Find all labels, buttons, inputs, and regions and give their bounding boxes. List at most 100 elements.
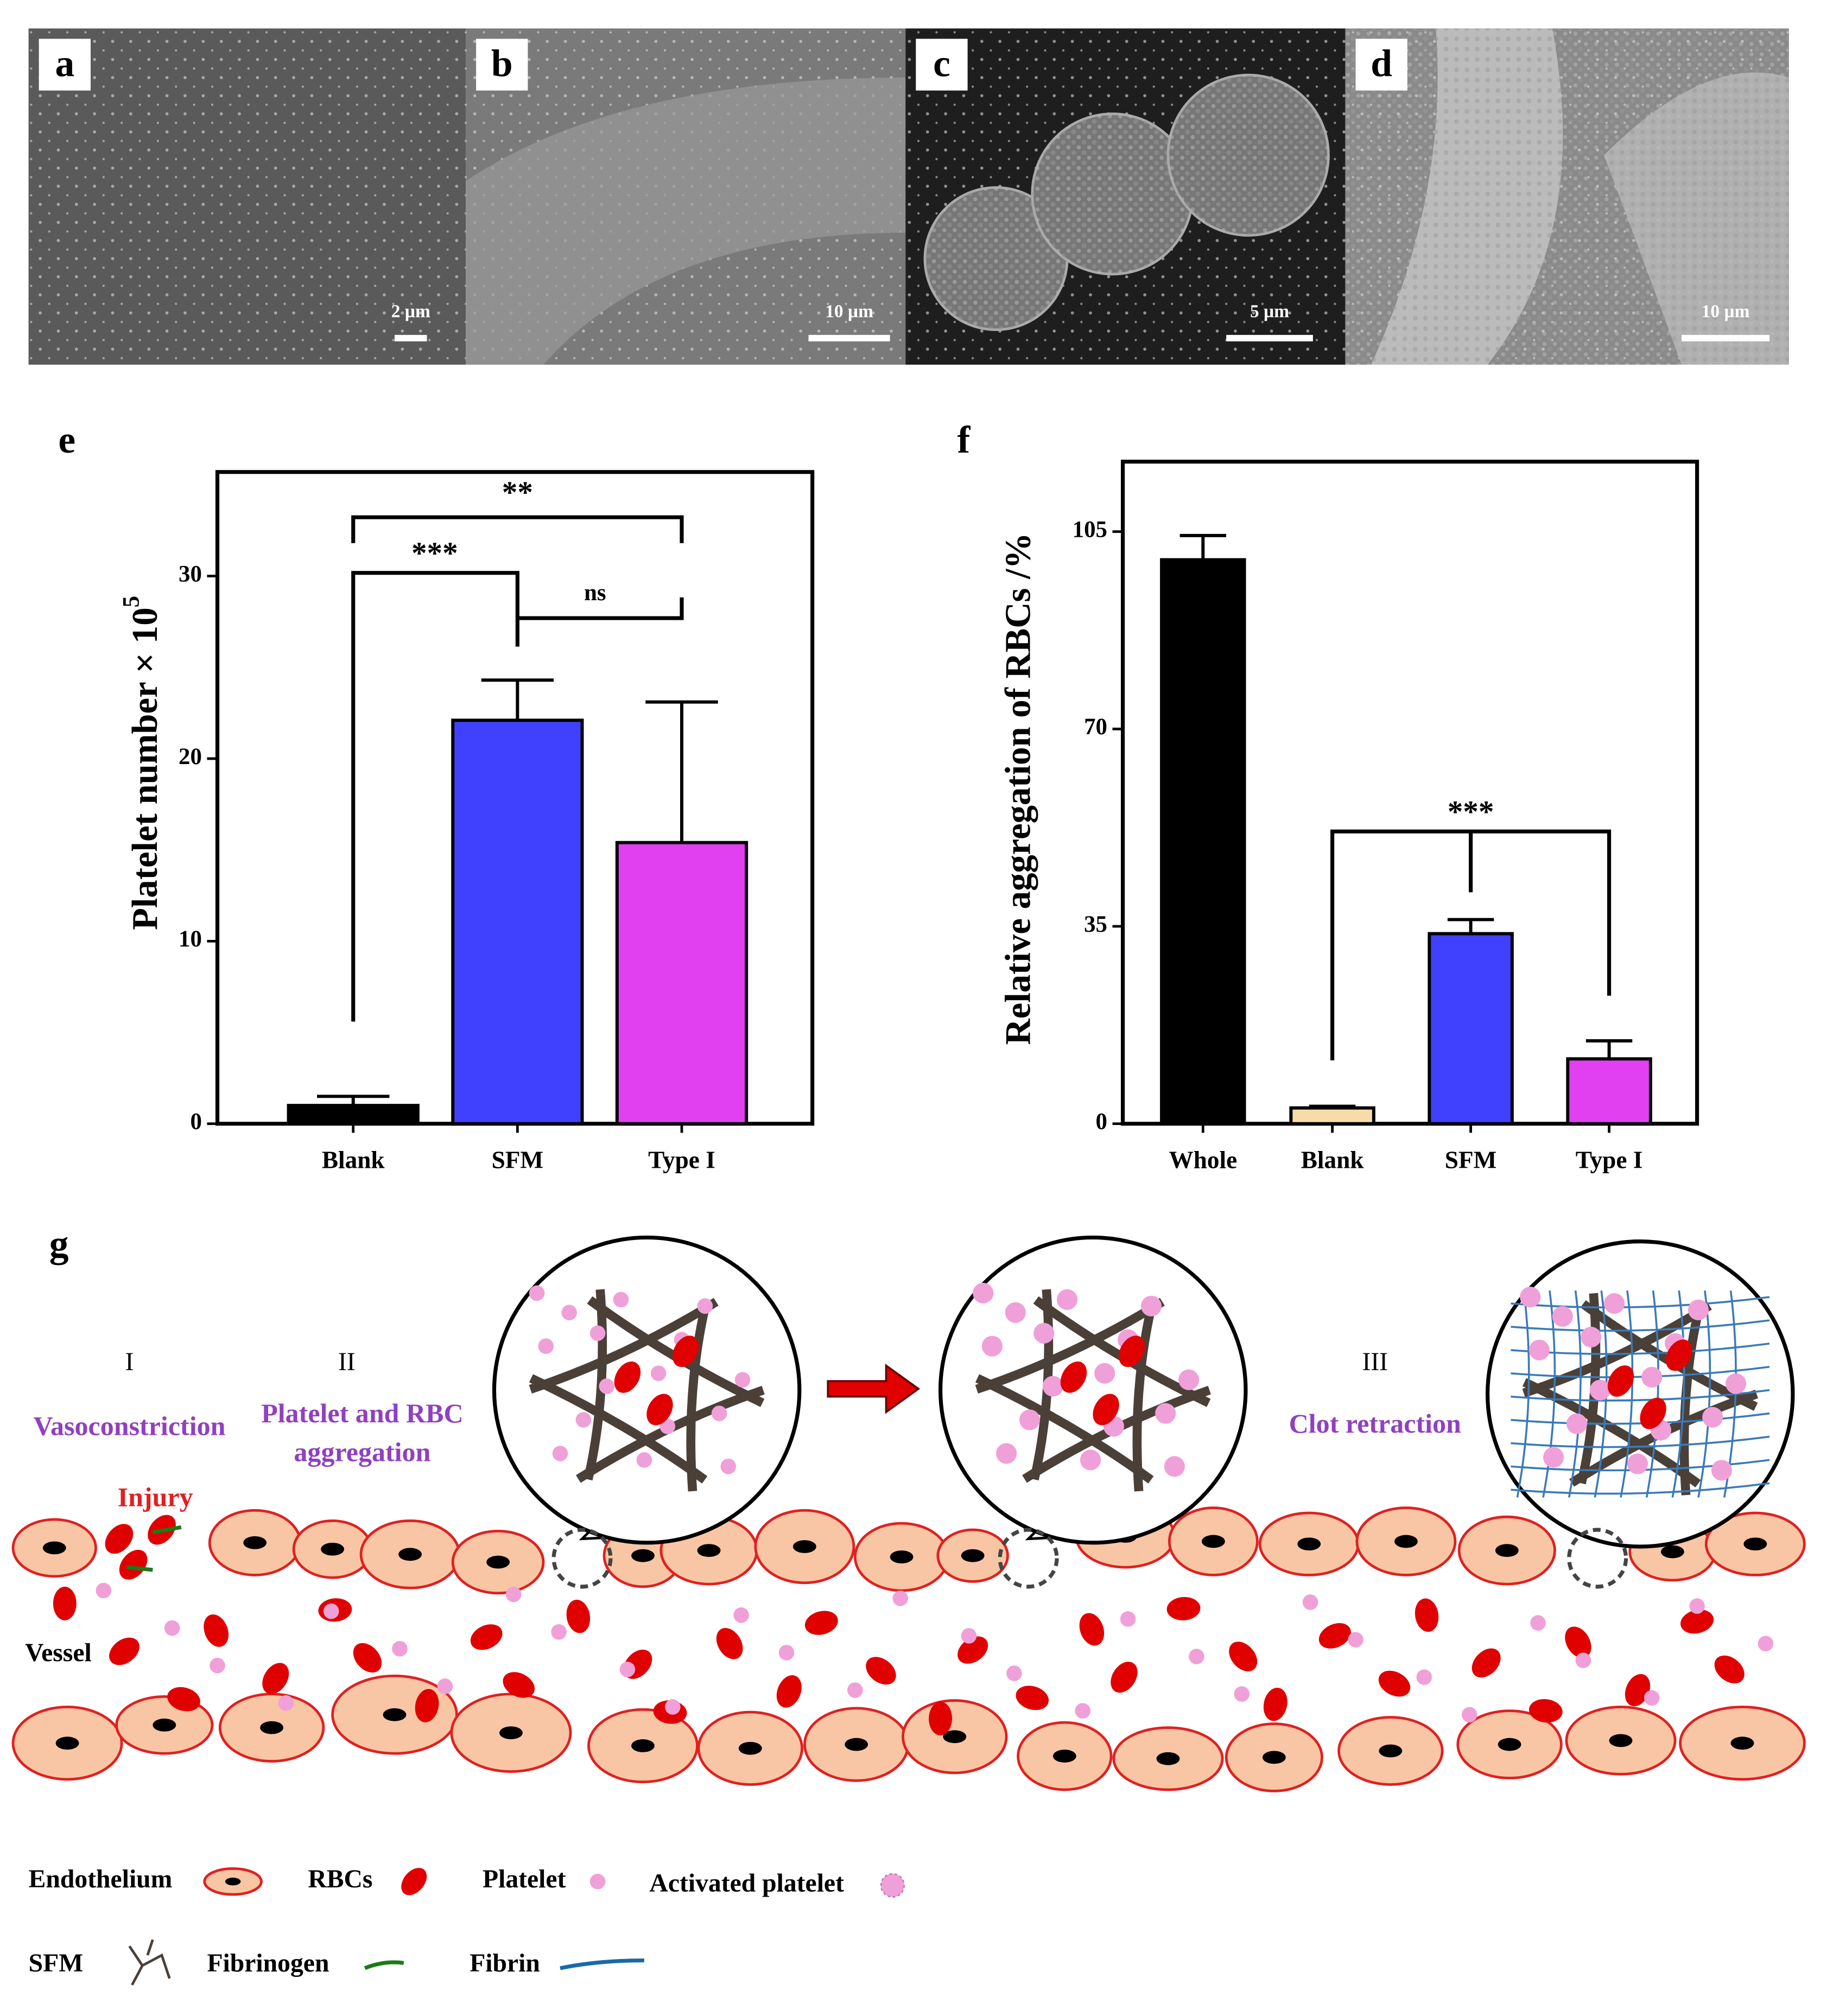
panel-label-box	[1355, 39, 1407, 91]
panel-label-box	[476, 39, 528, 91]
panel-label: e	[58, 418, 75, 461]
activated-platelet	[973, 1282, 994, 1304]
activated-platelet	[1033, 1322, 1055, 1344]
rbc	[204, 1614, 229, 1647]
nucleus	[321, 1542, 345, 1556]
rbc	[1528, 1699, 1563, 1723]
rbc	[119, 1549, 148, 1580]
platelet	[164, 1620, 180, 1636]
nucleus	[845, 1738, 868, 1751]
platelet	[1461, 1707, 1477, 1723]
sfm-fiber	[1522, 1301, 1712, 1398]
rbc	[262, 1663, 289, 1694]
rbc	[1565, 1626, 1591, 1658]
rbc	[353, 1643, 382, 1673]
panel-label: f	[957, 418, 971, 461]
bar	[1289, 1106, 1375, 1125]
panel-label: b	[491, 42, 513, 85]
x-tick-label: SFM	[1445, 1147, 1497, 1174]
platelet	[1120, 1611, 1136, 1627]
y-axis-label-text: Relative aggregation of RBCs /%	[999, 533, 1038, 1045]
activated-platelet	[636, 1452, 652, 1468]
y-tick-label: 70	[1084, 714, 1107, 740]
rbc	[105, 1524, 134, 1554]
legend-sfm	[128, 1939, 171, 1986]
sfm-fiber	[587, 1296, 765, 1407]
x-tick-label: Whole	[1169, 1147, 1237, 1174]
panel-label: g	[49, 1223, 69, 1265]
legend-nucleus	[225, 1878, 241, 1886]
stage-label: Vasoconstriction	[34, 1411, 226, 1441]
rbc	[1666, 1339, 1692, 1371]
nucleus	[1156, 1752, 1180, 1765]
sfm-fiber	[1033, 1296, 1211, 1407]
activated-platelet	[1057, 1289, 1078, 1310]
wound-clot	[551, 1528, 613, 1589]
activated-platelet	[1042, 1376, 1063, 1397]
injury-label: Injury	[118, 1482, 193, 1512]
rbc	[566, 1599, 591, 1633]
activated-platelet	[1155, 1403, 1176, 1424]
y-axis-label: Relative aggregation of RBCs /%	[999, 533, 1038, 1045]
nucleus	[792, 1540, 816, 1553]
nucleus	[153, 1718, 176, 1732]
sfm-fiber	[975, 1298, 1165, 1394]
nucleus	[260, 1721, 284, 1734]
significance-bracket	[517, 597, 684, 620]
rbc	[470, 1624, 503, 1650]
x-tick-label: Blank	[322, 1147, 385, 1174]
activated-platelet	[1702, 1407, 1723, 1428]
rbc	[957, 1636, 988, 1664]
rbc	[866, 1657, 896, 1685]
platelet	[1075, 1703, 1091, 1719]
activated-platelet	[1566, 1413, 1588, 1434]
wound-clot	[998, 1528, 1059, 1589]
activated-platelet	[1080, 1449, 1101, 1471]
rbc	[646, 1394, 673, 1426]
microsphere-texture	[924, 187, 1068, 330]
y-axis-label-superscript: 5	[118, 596, 144, 607]
activated-platelet	[1711, 1460, 1732, 1481]
activated-platelet	[1604, 1293, 1625, 1314]
activated-platelet	[613, 1292, 629, 1308]
platelet	[323, 1603, 339, 1619]
rbc	[109, 1637, 139, 1665]
significance-label: ***	[411, 536, 458, 570]
sfm-fiber	[529, 1374, 708, 1484]
nucleus	[1394, 1535, 1418, 1548]
rbc	[1318, 1623, 1351, 1649]
sem-platelets	[1345, 28, 1789, 365]
rbc	[1472, 1648, 1501, 1678]
activated-platelet	[552, 1446, 568, 1461]
rbc	[415, 1689, 439, 1722]
activated-platelet	[538, 1338, 554, 1354]
fibrinogen	[126, 1525, 182, 1572]
nucleus	[1498, 1738, 1521, 1751]
legend-label: RBCs	[308, 1865, 372, 1893]
legend-platelet	[589, 1873, 606, 1890]
sfm-fiber	[529, 1298, 719, 1394]
legend-label: Fibrin	[470, 1949, 540, 1977]
panel-label: a	[55, 42, 74, 85]
microsphere-texture	[1032, 113, 1193, 275]
y-axis-label-text: Platelet number × 10	[126, 607, 166, 930]
activated-platelet	[1641, 1366, 1663, 1388]
platelet	[665, 1699, 681, 1715]
stage-numeral: II	[338, 1348, 356, 1376]
platelet	[278, 1695, 294, 1711]
platelet	[1302, 1594, 1318, 1610]
rbc	[167, 1687, 200, 1712]
bar	[1160, 558, 1246, 1125]
rbc	[1093, 1394, 1119, 1426]
wound-clot	[1567, 1528, 1628, 1589]
rbc	[1111, 1662, 1138, 1693]
platelet	[778, 1645, 795, 1661]
platelet	[437, 1678, 453, 1694]
panel-label: c	[933, 42, 950, 85]
activated-platelet	[561, 1305, 577, 1320]
activated-platelet	[697, 1298, 713, 1314]
rbc	[1263, 1688, 1287, 1721]
sem-structure	[466, 77, 906, 365]
activated-platelet	[1726, 1373, 1747, 1394]
rbc	[716, 1627, 743, 1659]
